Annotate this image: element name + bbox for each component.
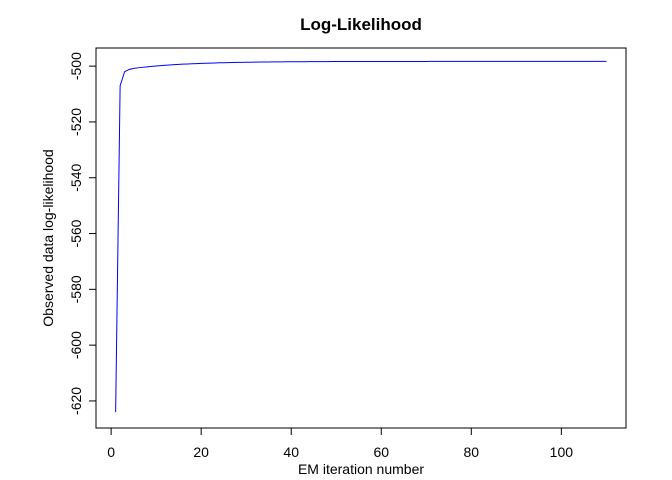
y-tick-label: -560: [68, 219, 84, 247]
x-tick-label: 100: [550, 444, 574, 460]
x-tick-label: 20: [193, 444, 209, 460]
y-tick-label: -540: [68, 164, 84, 192]
x-tick-label: 80: [464, 444, 480, 460]
y-tick-label: -500: [68, 52, 84, 80]
y-tick-label: -600: [68, 331, 84, 359]
y-axis-label: Observed data log-likelihood: [40, 149, 56, 326]
chart-title: Log-Likelihood: [300, 15, 422, 34]
x-tick-label: 60: [373, 444, 389, 460]
x-tick-label: 40: [283, 444, 299, 460]
data-line: [115, 60, 607, 413]
x-axis-label: EM iteration number: [298, 461, 424, 477]
plot-box: [95, 47, 627, 429]
x-tick-label: 0: [107, 444, 115, 460]
y-tick-label: -520: [68, 108, 84, 136]
y-tick-label: -580: [68, 275, 84, 303]
y-tick-label: -620: [68, 387, 84, 415]
